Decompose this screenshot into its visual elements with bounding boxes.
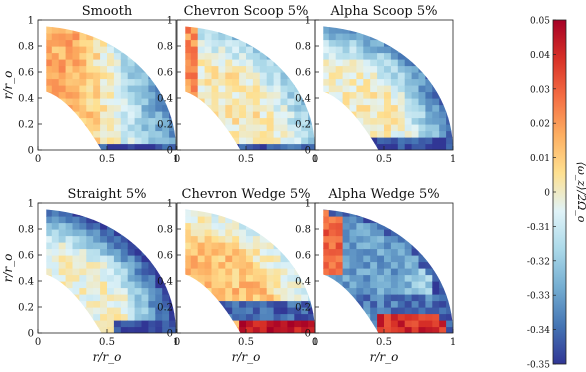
heatmap-cells xyxy=(185,26,315,150)
y-tick-label: 0 xyxy=(167,329,173,340)
colorbar-tick-label: -0.33 xyxy=(527,292,550,302)
panel-title: Alpha Scoop 5% xyxy=(329,4,437,19)
colorbar-tick-label: 0.02 xyxy=(530,120,550,130)
panel-alpha-scoop: Alpha Scoop 5%0 0.5 100.20.40.60.81 xyxy=(295,4,456,165)
x-tick-label: 0.5 xyxy=(376,337,392,348)
y-tick-label: 1 xyxy=(167,199,173,210)
x-axis-label: r/r_o xyxy=(232,350,261,364)
colorbar-tick-label: -0.32 xyxy=(527,257,550,267)
colorbar-tick-label: -0.34 xyxy=(527,326,550,336)
y-tick-label: 0.4 xyxy=(295,277,311,288)
colorbar: 0.05 0.04 0.03 0.02 0.01 0 -0.31 -0.32 -0.33 -0.3… xyxy=(527,17,586,371)
y-tick-label: 0 xyxy=(167,146,173,157)
panel-chevron-wedge: Chevron Wedge 5%0 0.5 100.20.40.60.81r/r_o xyxy=(157,187,318,364)
x-tick-label: 0 xyxy=(174,154,180,165)
y-tick-label: 0.8 xyxy=(157,225,173,236)
y-axis-label: r/r_o xyxy=(1,71,15,100)
colorbar-tick-label: 0 xyxy=(544,189,550,199)
x-tick-label: 1 xyxy=(173,337,179,348)
colorbar-tick-label: -0.31 xyxy=(527,223,550,233)
x-tick-label: 0.5 xyxy=(99,337,115,348)
y-tick-label: 0.8 xyxy=(157,42,173,53)
x-tick-label: 0.5 xyxy=(99,154,115,165)
panel-title: Smooth xyxy=(82,4,133,19)
y-tick-label: 0.2 xyxy=(295,120,311,131)
colorbar-tick-label: 0.03 xyxy=(530,85,550,95)
panel-title: Chevron Scoop 5% xyxy=(184,4,309,19)
x-tick-label: 0 xyxy=(312,337,318,348)
heatmap-cells xyxy=(46,209,176,333)
x-tick-label: 0 xyxy=(174,337,180,348)
y-tick-label: 0.6 xyxy=(295,251,311,262)
y-tick-label: 1 xyxy=(28,199,34,210)
x-tick-label: 1 xyxy=(312,337,318,348)
x-tick-label: 0 xyxy=(35,337,41,348)
colorbar-label: ⟨ω_z⟩/2Ω_o xyxy=(575,162,586,223)
x-axis-label: r/r_o xyxy=(93,350,122,364)
heatmap-cells xyxy=(185,209,315,333)
y-tick-label: 0.8 xyxy=(18,42,34,53)
y-tick-label: 0.4 xyxy=(18,277,34,288)
x-tick-label: 0 xyxy=(35,154,41,165)
y-tick-label: 0.6 xyxy=(295,68,311,79)
y-tick-label: 0.6 xyxy=(157,251,173,262)
y-tick-label: 0.2 xyxy=(18,120,34,131)
y-tick-label: 0 xyxy=(28,146,34,157)
colorbar-tick-label: 0.01 xyxy=(530,154,550,164)
y-tick-label: 0.6 xyxy=(157,68,173,79)
heatmap-cells xyxy=(323,209,453,333)
y-tick-label: 0.8 xyxy=(295,42,311,53)
x-tick-label: 1 xyxy=(173,154,179,165)
panel-alpha-wedge: Alpha Wedge 5%0 0.5 100.20.40.60.81r/r_o xyxy=(295,187,456,364)
y-tick-label: 0.4 xyxy=(157,277,173,288)
x-tick-label: 0.5 xyxy=(376,154,392,165)
y-tick-label: 0.6 xyxy=(18,251,34,262)
y-tick-label: 0.2 xyxy=(157,120,173,131)
colorbar-tick-label: 0.05 xyxy=(530,17,550,27)
heatmap-cells xyxy=(46,26,176,150)
x-tick-label: 0.5 xyxy=(238,337,254,348)
heatmap-cells xyxy=(323,26,453,150)
y-tick-label: 0.2 xyxy=(295,303,311,314)
y-tick-label: 0.2 xyxy=(157,303,173,314)
x-axis-label: r/r_o xyxy=(370,350,399,364)
y-tick-label: 0.6 xyxy=(18,68,34,79)
panel-chevron-scoop: Chevron Scoop 5%0 0.5 100.20.40.60.81 xyxy=(157,4,318,165)
y-tick-label: 0.4 xyxy=(157,94,173,105)
panel-title: Chevron Wedge 5% xyxy=(182,187,311,202)
y-tick-label: 0 xyxy=(28,329,34,340)
y-tick-label: 1 xyxy=(305,199,311,210)
y-tick-label: 0.4 xyxy=(295,94,311,105)
colorbar-tick-label: 0.04 xyxy=(530,51,550,61)
panel-title: Alpha Wedge 5% xyxy=(327,187,439,202)
y-tick-label: 1 xyxy=(167,16,173,27)
panel-straight: Straight 5%0 0.5 100.20.40.60.81r/r_or/r_o xyxy=(1,187,179,364)
panel-title: Straight 5% xyxy=(68,187,147,202)
x-tick-label: 0 xyxy=(312,154,318,165)
y-tick-label: 0.8 xyxy=(18,225,34,236)
y-tick-label: 0.2 xyxy=(18,303,34,314)
y-tick-label: 1 xyxy=(305,16,311,27)
y-tick-label: 0 xyxy=(305,329,311,340)
colorbar-tick-label: -0.35 xyxy=(527,361,550,371)
y-tick-label: 1 xyxy=(28,16,34,27)
y-tick-label: 0 xyxy=(305,146,311,157)
y-tick-label: 0.8 xyxy=(295,225,311,236)
y-tick-label: 0.4 xyxy=(18,94,34,105)
x-tick-label: 1 xyxy=(450,154,456,165)
y-axis-label: r/r_o xyxy=(1,254,15,283)
x-tick-label: 0.5 xyxy=(238,154,254,165)
x-tick-label: 1 xyxy=(450,337,456,348)
x-tick-label: 1 xyxy=(312,154,318,165)
